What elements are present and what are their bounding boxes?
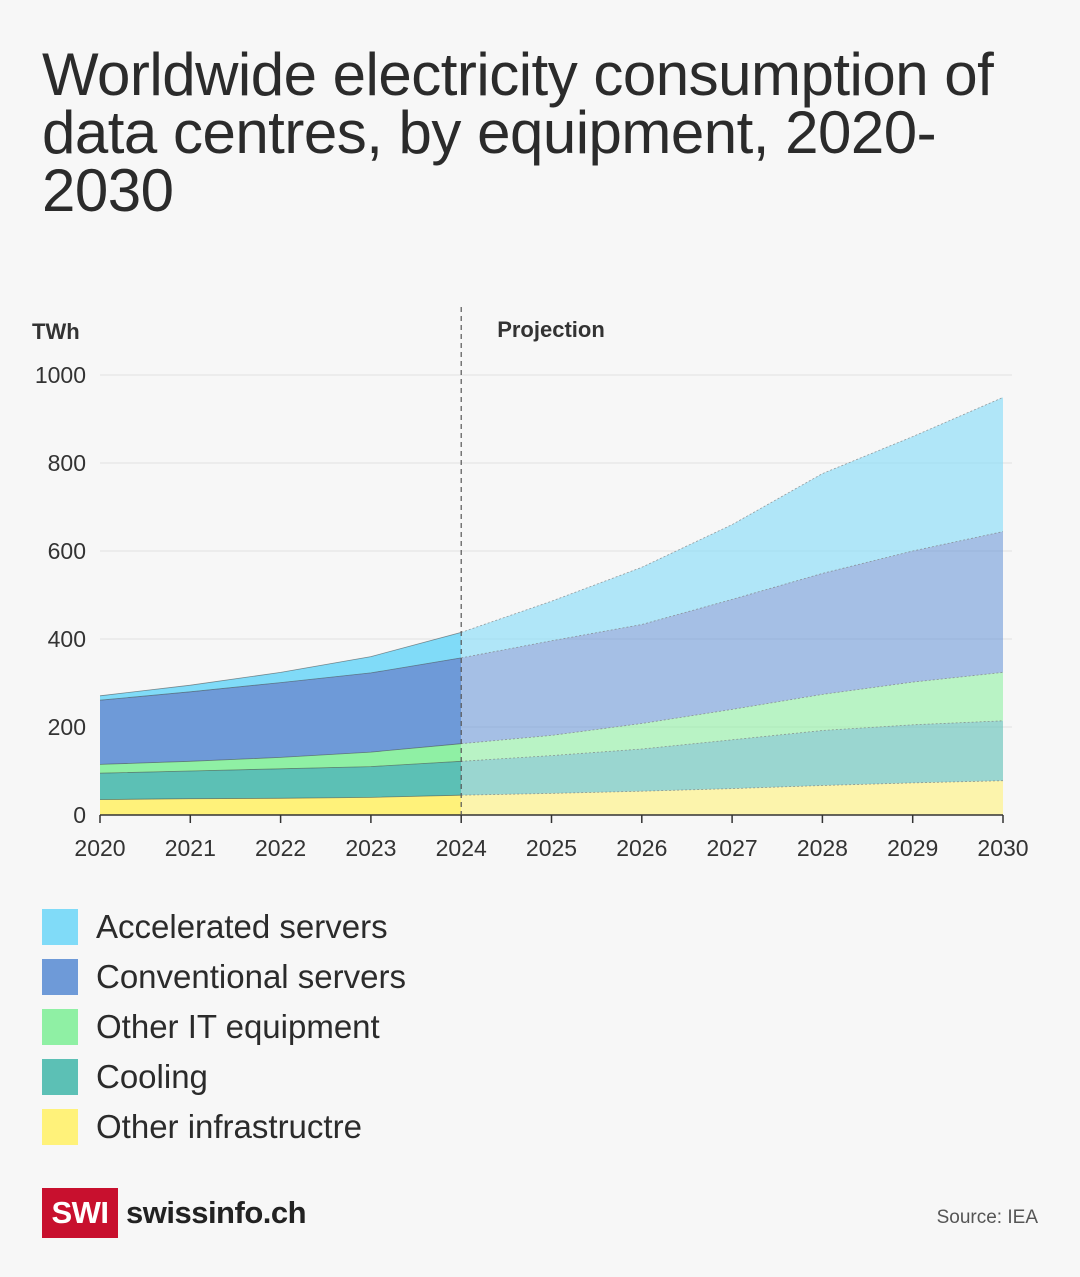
logo-wordmark: swissinfo.ch	[126, 1195, 307, 1230]
area-1	[100, 761, 461, 800]
legend-swatch	[42, 1109, 78, 1145]
area-projection-2	[461, 672, 1003, 762]
swissinfo-logo[interactable]: SWI swissinfo.ch	[42, 1188, 307, 1238]
legend: Accelerated servers Conventional servers…	[42, 902, 406, 1152]
y-tick-label: 600	[48, 538, 86, 564]
series-line-0	[99, 794, 462, 800]
area-4	[100, 632, 461, 701]
legend-swatch	[42, 1059, 78, 1095]
series-line-projection-1	[461, 720, 1004, 762]
y-tick-label: 800	[48, 450, 86, 476]
y-tick-label: 400	[48, 626, 86, 652]
area-outlines	[99, 397, 1004, 800]
x-tick-label: 2028	[797, 835, 848, 861]
area-chart: 0 200 400 600 800 1000 2020 2021 2022 2023 2024 202…	[32, 307, 1029, 861]
area-projection-4	[461, 397, 1003, 658]
x-tick-label: 2029	[887, 835, 938, 861]
x-tick-label: 2025	[526, 835, 577, 861]
x-tick-label: 2022	[255, 835, 306, 861]
series-line-1	[99, 760, 462, 774]
series-line-2	[99, 743, 462, 765]
y-tick-label: 1000	[35, 362, 86, 388]
area-2	[100, 743, 461, 774]
y-tick-label: 0	[73, 802, 86, 828]
x-tick-label: 2026	[616, 835, 667, 861]
x-tick-label: 2027	[707, 835, 758, 861]
x-tick-label: 2030	[977, 835, 1028, 861]
x-tick-label: 2020	[74, 835, 125, 861]
legend-label: Cooling	[96, 1058, 208, 1095]
logo-mark: SWI	[42, 1188, 118, 1238]
chart-title: Worldwide electricity consumption of dat…	[42, 41, 994, 224]
area-projection-1	[461, 720, 1003, 796]
legend-swatch	[42, 909, 78, 945]
axes: 0 200 400 600 800 1000 2020 2021 2022 2023 2024 202…	[35, 362, 1029, 861]
legend-label: Other infrastructre	[96, 1108, 362, 1145]
areas-actual	[100, 632, 461, 815]
x-tick-label: 2023	[345, 835, 396, 861]
legend-label: Accelerated servers	[96, 908, 388, 945]
source-note: Source: IEA	[936, 1207, 1038, 1228]
area-projection-3	[461, 531, 1003, 744]
series-line-3	[99, 657, 462, 701]
legend-swatch	[42, 959, 78, 995]
legend-item-cooling: Cooling	[42, 1052, 406, 1102]
y-axis-unit: TWh	[32, 319, 80, 344]
series-line-projection-2	[461, 672, 1004, 745]
x-tick-label: 2021	[165, 835, 216, 861]
series-line-projection-4	[461, 397, 1004, 633]
legend-label: Other IT equipment	[96, 1008, 380, 1045]
area-projection-0	[461, 780, 1003, 815]
areas-projection	[461, 397, 1003, 815]
legend-item-accelerated-servers: Accelerated servers	[42, 902, 406, 952]
area-3	[100, 657, 461, 765]
area-0	[100, 795, 461, 815]
legend-item-other-infrastructure: Other infrastructre	[42, 1102, 406, 1152]
x-tick-label: 2024	[436, 835, 487, 861]
series-line-4	[99, 632, 462, 697]
legend-label: Conventional servers	[96, 958, 406, 995]
legend-swatch	[42, 1009, 78, 1045]
projection-label: Projection	[497, 317, 605, 342]
legend-item-conventional-servers: Conventional servers	[42, 952, 406, 1002]
legend-item-other-it-equipment: Other IT equipment	[42, 1002, 406, 1052]
series-line-projection-3	[461, 531, 1004, 659]
y-tick-label: 200	[48, 714, 86, 740]
